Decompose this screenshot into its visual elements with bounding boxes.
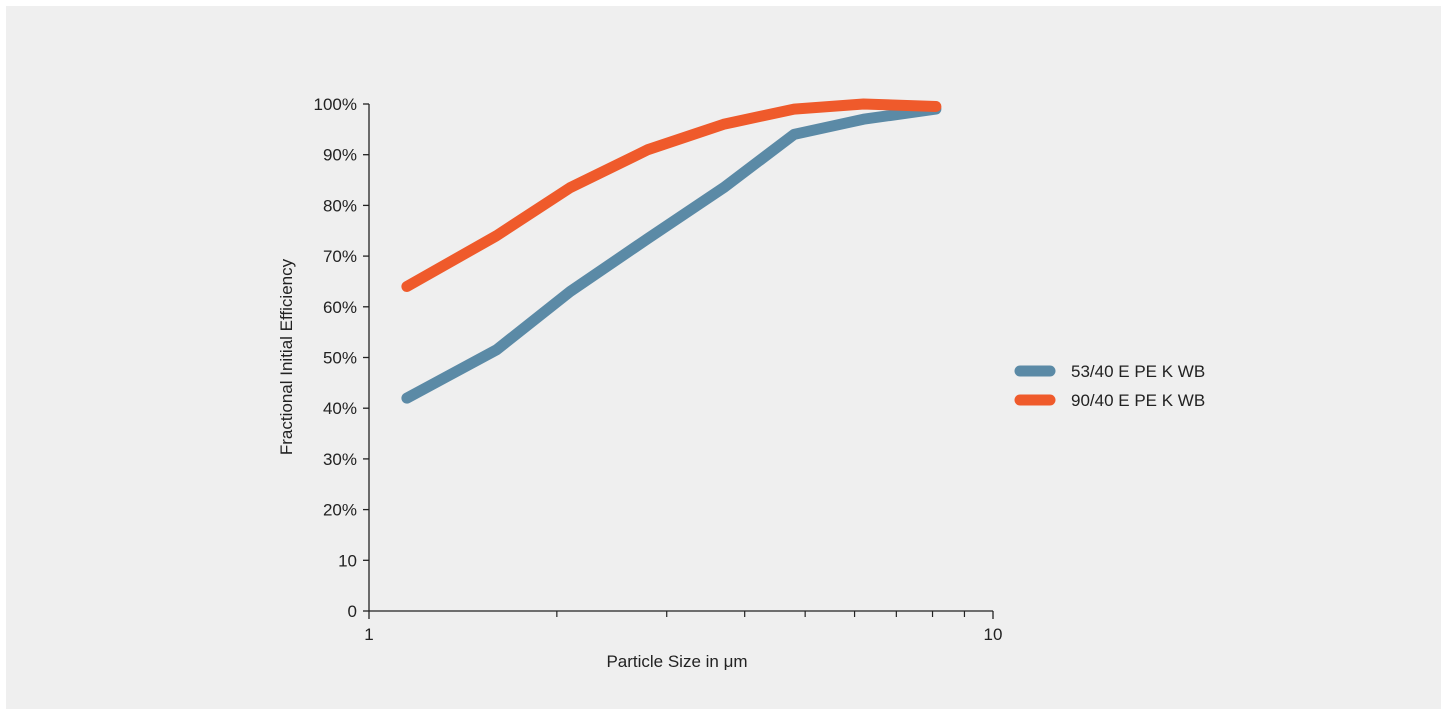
axes [368,104,993,612]
series-line-2 [401,98,942,292]
y-tick-label: 60% [323,298,357,317]
y-tick-label: 90% [323,146,357,165]
y-tick-label: 80% [323,196,357,215]
y-tick-label: 10 [338,551,357,570]
series-lines [401,98,942,404]
x-tick-label: 1 [364,625,373,644]
y-tick-label: 20% [323,501,357,520]
y-tick-label: 70% [323,247,357,266]
series-line-1 [401,103,942,404]
legend-label: 90/40 E PE K WB [1071,391,1205,410]
y-tick-label: 40% [323,399,357,418]
x-tick-label: 10 [984,625,1003,644]
legend-label: 53/40 E PE K WB [1071,362,1205,381]
x-axis-title: Particle Size in μm [606,652,747,671]
y-tick-label: 0 [348,602,357,621]
y-tick-label: 100% [314,95,357,114]
y-tick-label: 50% [323,349,357,368]
y-ticks: 0 10 20% 30% 40% 50% 60% 70% 80% 90% 100% [314,95,369,621]
legend: 53/40 E PE K WB 90/40 E PE K WB [1014,362,1205,410]
y-tick-label: 30% [323,450,357,469]
y-axis-title: Fractional Initial Efficiency [277,258,296,455]
x-ticks: 1 10 [364,611,1002,644]
